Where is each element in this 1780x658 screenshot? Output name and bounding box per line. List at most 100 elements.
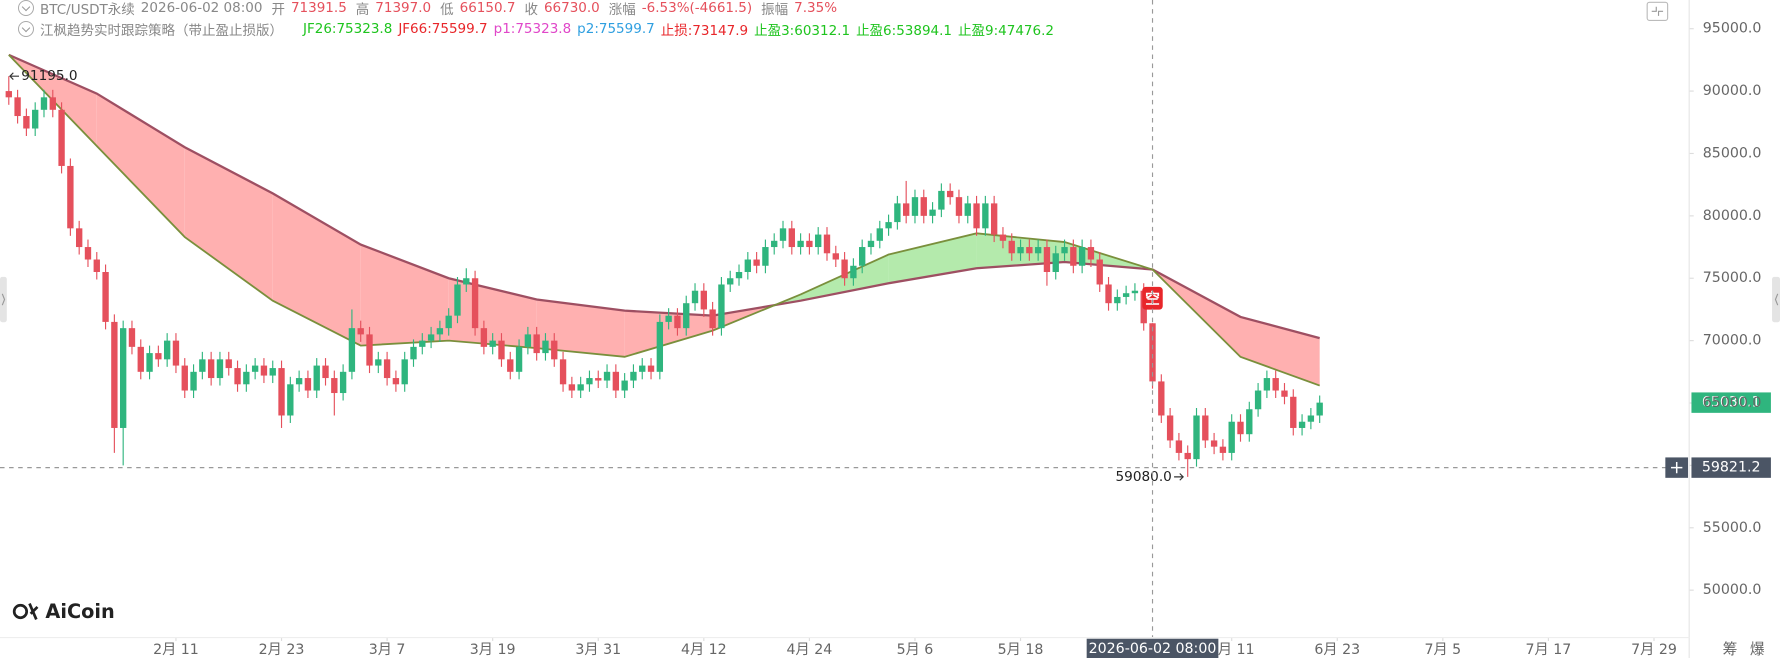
candle-body bbox=[216, 359, 224, 379]
y-tick-label: 55000.0 bbox=[1703, 520, 1762, 536]
band-fill bbox=[448, 278, 537, 349]
collapse-button[interactable] bbox=[18, 0, 34, 16]
band-fill bbox=[536, 299, 625, 357]
candle-body bbox=[683, 303, 690, 329]
candle-body bbox=[700, 290, 708, 310]
candle-body bbox=[234, 368, 241, 385]
candle-body bbox=[1034, 247, 1042, 254]
candle-body bbox=[630, 371, 637, 381]
candle-body bbox=[498, 340, 505, 360]
candle-body bbox=[190, 371, 197, 391]
fast-line bbox=[8, 54, 1320, 387]
x-tick-label: 2月 11 bbox=[153, 642, 199, 658]
candle-body bbox=[181, 365, 188, 391]
candle-body bbox=[1184, 452, 1191, 460]
fullscreen-icon bbox=[1651, 6, 1664, 16]
candle-body bbox=[14, 97, 21, 117]
candle-body bbox=[647, 365, 655, 372]
candle-body bbox=[137, 346, 144, 372]
candle-body bbox=[427, 334, 435, 341]
candle-body bbox=[568, 384, 576, 391]
field-label: 涨幅 bbox=[608, 1, 636, 18]
band-fill bbox=[360, 244, 449, 346]
x-tick-label: 6月 23 bbox=[1314, 642, 1360, 658]
candle-body bbox=[753, 259, 760, 266]
candle-body bbox=[885, 222, 892, 229]
signal-text: 空 bbox=[1145, 289, 1160, 307]
x-tick-label: 4月 24 bbox=[787, 642, 833, 658]
candle-body bbox=[603, 371, 611, 381]
side-tool[interactable]: 筹 bbox=[1723, 641, 1738, 658]
candle-body bbox=[225, 359, 232, 369]
candle-body bbox=[1316, 402, 1323, 416]
x-tick-label: 3月 31 bbox=[575, 642, 621, 658]
indicator-value: p1:75323.8 bbox=[493, 20, 572, 37]
side-tool[interactable]: 爆 bbox=[1750, 641, 1765, 658]
candle-body bbox=[383, 359, 391, 379]
candle-body bbox=[251, 365, 259, 372]
y-tick-label: 85000.0 bbox=[1703, 145, 1762, 161]
candle-body bbox=[111, 321, 118, 428]
indicator-row: 江枫趋势实时跟踪策略（带止盈止损版） JF26:75323.8 JF66:7559… bbox=[0, 20, 1054, 39]
candles bbox=[5, 76, 1323, 477]
candle-body bbox=[1307, 415, 1315, 422]
candle-body bbox=[990, 203, 998, 235]
candle-body bbox=[471, 278, 479, 329]
candle-body bbox=[366, 334, 373, 366]
candle-body bbox=[515, 346, 523, 372]
candle-body bbox=[1008, 240, 1015, 254]
candle-body bbox=[58, 109, 65, 166]
y-tick-label: 90000.0 bbox=[1703, 83, 1762, 99]
candle-body bbox=[779, 228, 787, 241]
candle-body bbox=[295, 378, 303, 385]
crosshair-y-box bbox=[1691, 457, 1771, 478]
y-tick-label: 65000.0 bbox=[1703, 395, 1762, 411]
field-label: 低 bbox=[440, 1, 454, 18]
candle-body bbox=[304, 378, 312, 391]
candle-body bbox=[1175, 440, 1183, 453]
candle-body bbox=[199, 359, 206, 372]
candle-body bbox=[1061, 247, 1068, 254]
candle-body bbox=[507, 359, 514, 372]
x-tick-label: 2月 23 bbox=[259, 642, 305, 658]
candle-body bbox=[1017, 247, 1024, 254]
candle-body bbox=[823, 234, 831, 254]
candle-body bbox=[876, 228, 883, 241]
fullscreen-button[interactable] bbox=[1646, 1, 1669, 21]
candle-body bbox=[1122, 293, 1130, 297]
candle-body bbox=[621, 380, 628, 391]
candle-body bbox=[1210, 440, 1218, 447]
candle-body bbox=[269, 368, 276, 376]
candle-body bbox=[894, 203, 901, 223]
candle-body bbox=[454, 284, 461, 316]
candle-body bbox=[771, 240, 778, 248]
candle-body bbox=[762, 247, 769, 266]
collapse-button[interactable] bbox=[18, 20, 34, 37]
candle-body bbox=[551, 340, 558, 360]
x-tick-label: 4月 12 bbox=[681, 642, 727, 658]
candle-body bbox=[67, 165, 74, 229]
y-tick-label: 80000.0 bbox=[1703, 208, 1762, 224]
candle-body bbox=[1228, 421, 1235, 453]
band-fill bbox=[184, 147, 273, 301]
candle-body bbox=[1070, 247, 1077, 266]
candle-body bbox=[1298, 421, 1306, 428]
band-fill bbox=[624, 310, 713, 357]
candle-body bbox=[331, 378, 338, 394]
band-fill bbox=[1240, 316, 1320, 386]
y-tick-label: 50000.0 bbox=[1703, 582, 1762, 598]
candle-body bbox=[40, 97, 48, 110]
candle-body bbox=[128, 328, 136, 347]
left-handle[interactable] bbox=[0, 276, 7, 323]
candle-body bbox=[946, 190, 954, 198]
candle-body bbox=[1254, 390, 1262, 410]
candle-body bbox=[1043, 247, 1051, 273]
candle-body bbox=[1114, 296, 1121, 304]
logo: AiCoin bbox=[12, 600, 115, 623]
candle-body bbox=[401, 359, 408, 385]
band-fill bbox=[1064, 242, 1153, 270]
candle-body bbox=[1281, 390, 1288, 397]
crosshair-x-label: 2026-06-02 08:00 bbox=[1089, 641, 1217, 657]
